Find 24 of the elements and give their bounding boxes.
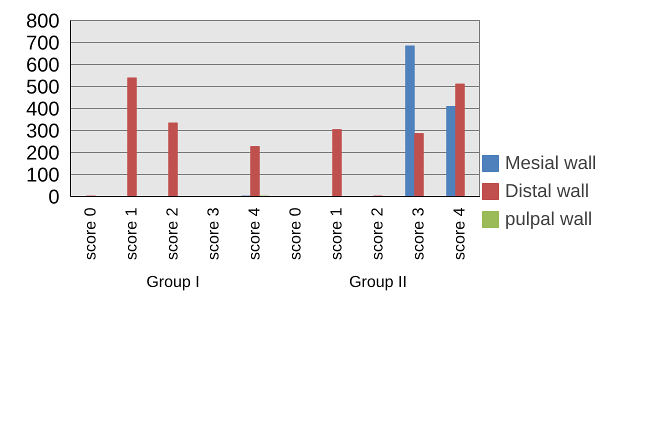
text: Group II <box>349 274 407 291</box>
x-tick-label: score 4 <box>246 207 264 260</box>
y-tick-label: 500 <box>26 76 60 98</box>
x-tick-label: score 1 <box>124 207 140 260</box>
legend-label: Mesial wall <box>505 152 596 174</box>
y-tick-label: 600 <box>26 54 60 76</box>
y-tick-label: 300 <box>26 120 60 142</box>
x-tick-label: score 3 <box>206 207 222 260</box>
y-tick-label: 700 <box>26 32 60 54</box>
x-tick-label: score 0 <box>288 207 304 260</box>
x-tick-label: score 1 <box>328 207 346 260</box>
legend-label: Distal wall <box>505 180 589 202</box>
x-tick-label: score 2 <box>164 207 182 260</box>
y-tick-label: 0 <box>48 186 60 208</box>
y-tick-label: 400 <box>26 98 60 120</box>
x-tick-label: score 2 <box>370 207 386 260</box>
x-tick-label: score 4 <box>452 207 468 260</box>
x-tick-label: score 0 <box>82 207 100 260</box>
x-tick-label: score 3 <box>410 207 428 260</box>
y-tick-label: 800 <box>26 10 60 32</box>
y-tick-label: 200 <box>26 142 60 164</box>
y-tick-label: 100 <box>26 164 60 186</box>
legend-label: pulpal wall <box>505 208 592 230</box>
text: Group I <box>146 274 200 291</box>
